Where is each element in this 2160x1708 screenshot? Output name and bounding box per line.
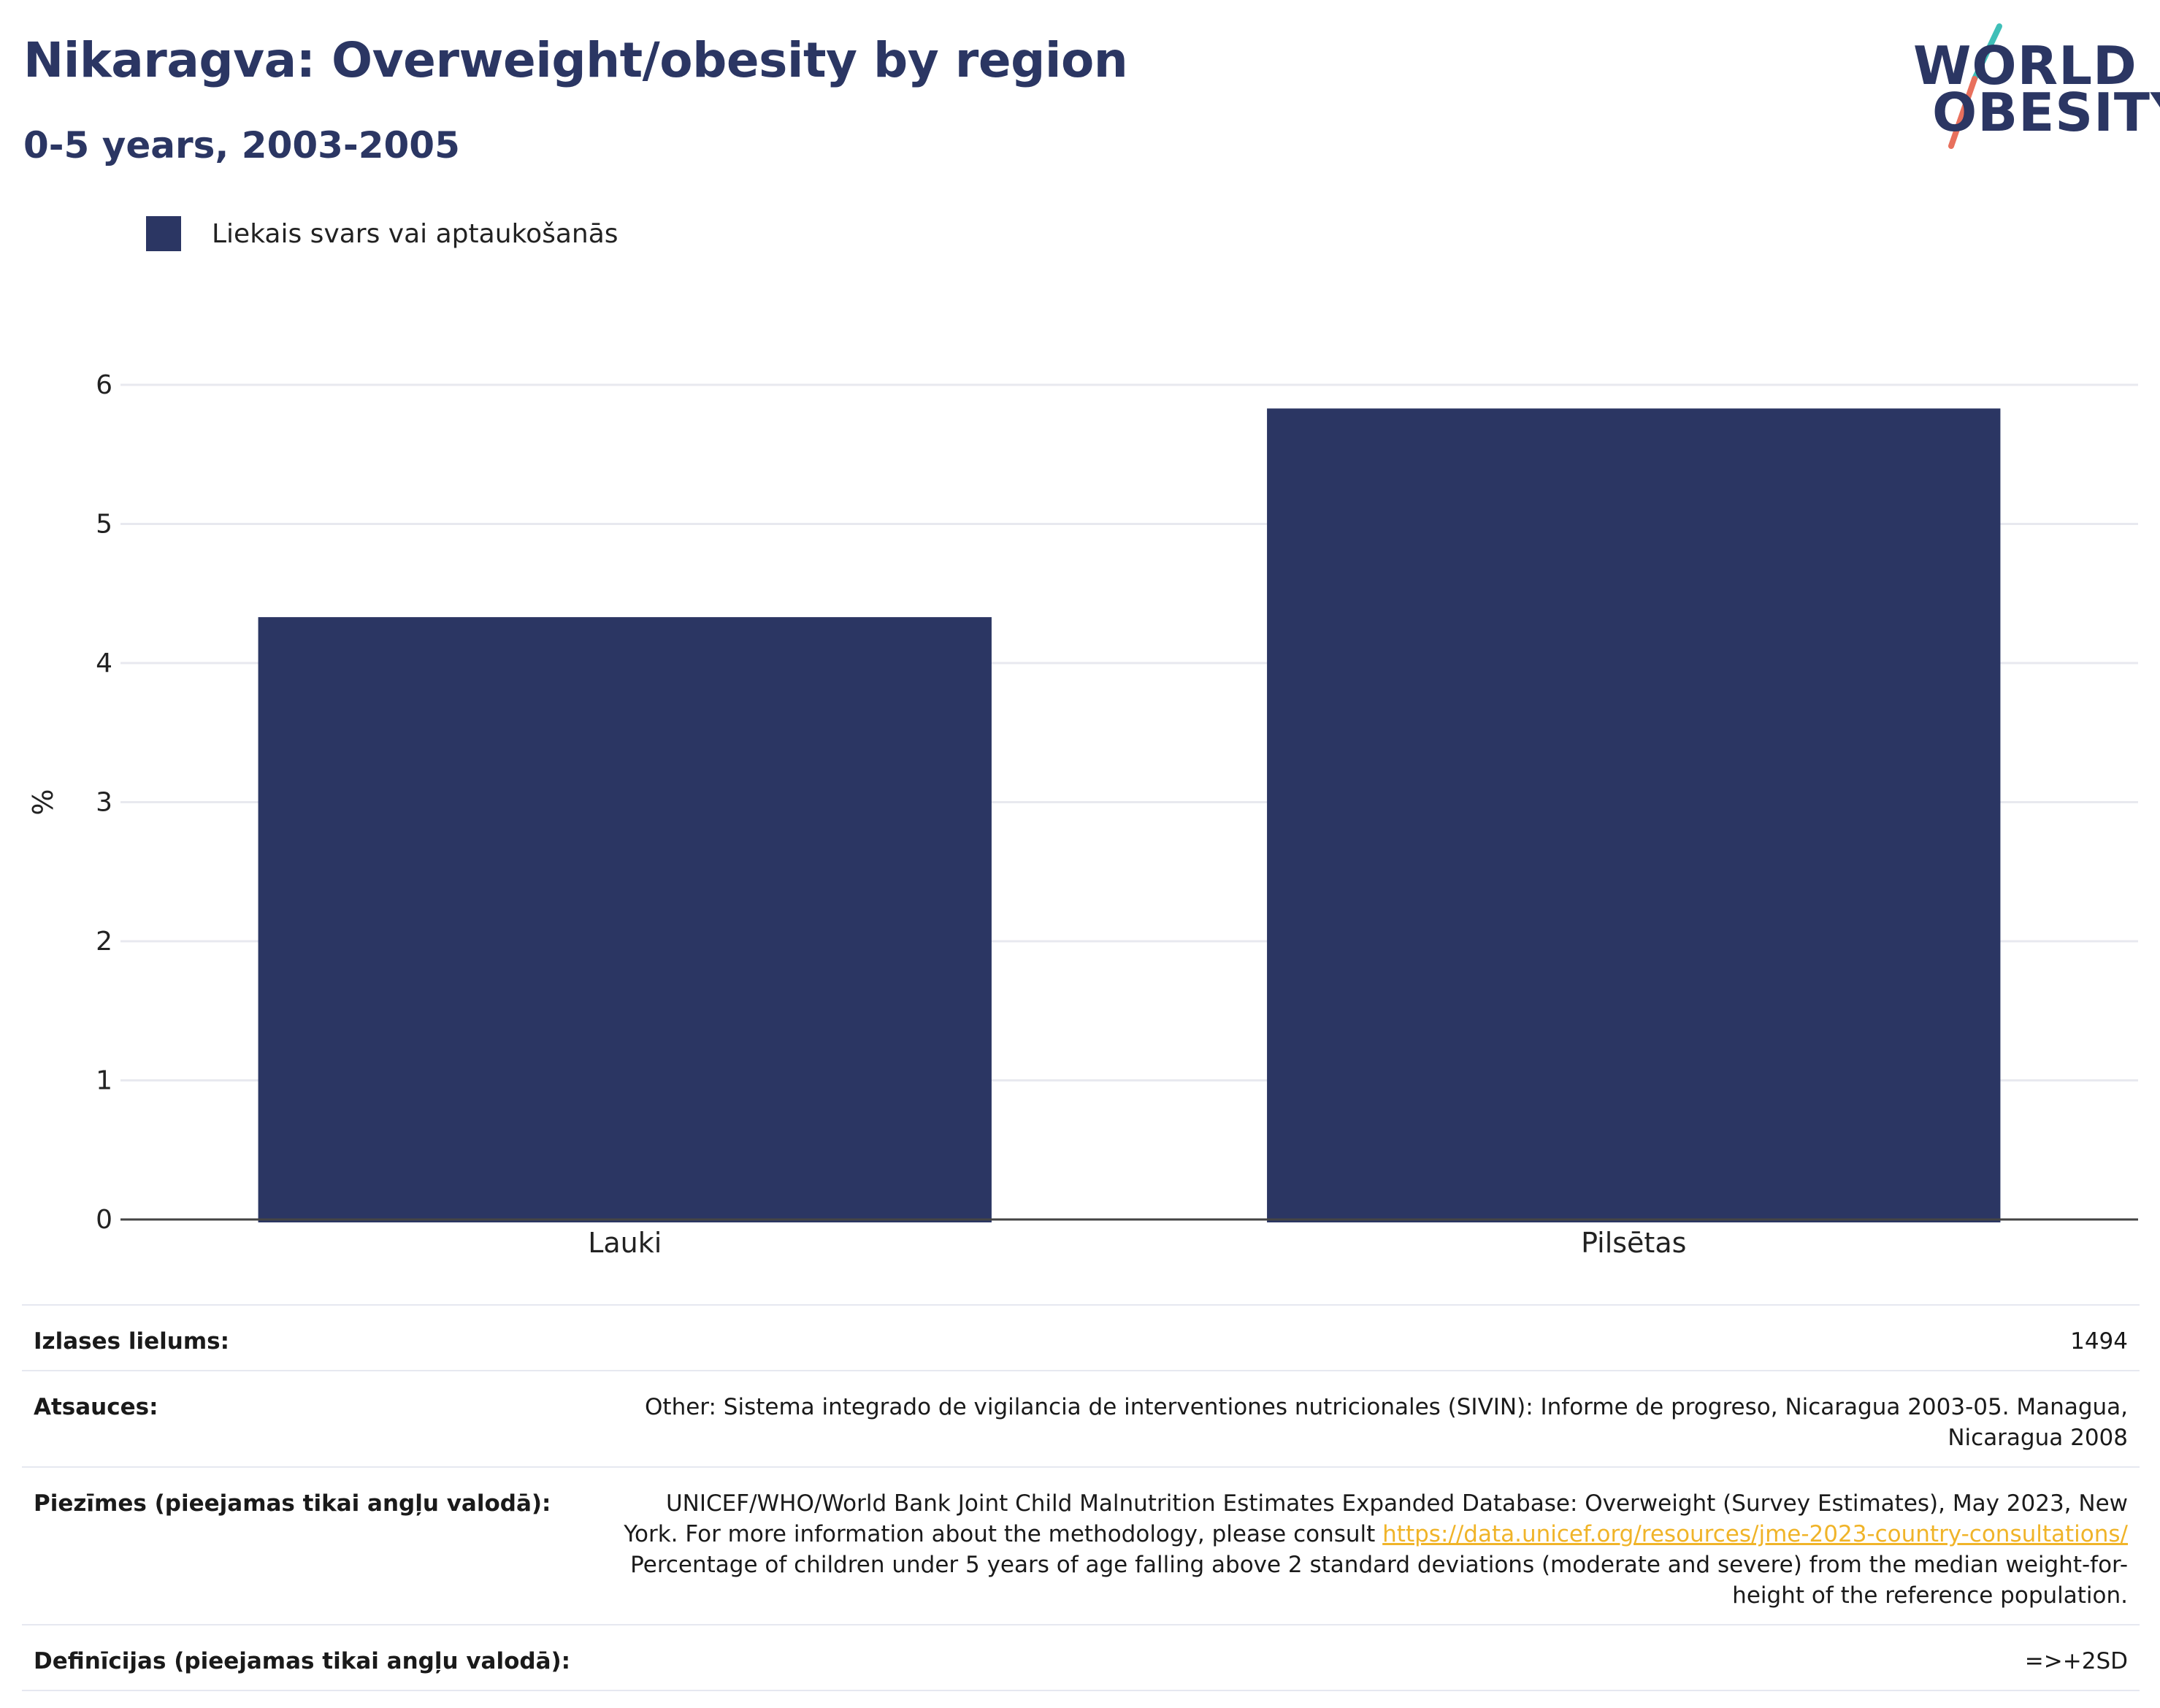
y-tick-label: 2 [96,927,112,957]
y-tick-label: 0 [96,1205,112,1235]
chart-title: Nikaragva: Overweight/obesity by region [23,32,1128,88]
bar-chart: 0 1 2 3 4 5 6 Lauki Pilsētas% [27,370,2138,1259]
sample-size-label: Izlases lielums: [34,1328,229,1355]
legend-label: Liekais svars vai aptaukošanās [212,218,618,249]
logo-text-world: WORLD [1913,35,2137,96]
logo-slash-icon [1948,23,2002,149]
bar [258,617,992,1222]
definitions-label: Definīcijas (pieejamas tikai angļu valod… [34,1648,571,1674]
world-obesity-logo: WORLD OBESITY [1899,20,2160,152]
x-tick-label: Pilsētas [1581,1227,1686,1259]
logo-text-obesity: OBESITY [1932,82,2160,143]
bar [1267,408,2001,1222]
notes-link[interactable]: https://data.unicef.org/resources/jme-20… [1382,1521,2128,1547]
footer-row-definitions: Definīcijas (pieejamas tikai angļu valod… [22,1624,2140,1691]
y-tick-label: 1 [96,1066,112,1096]
definitions-value: =>+2SD [2024,1648,2128,1674]
sample-size-value: 1494 [2070,1328,2128,1355]
notes-text-2: Percentage of children under 5 years of … [630,1552,2128,1609]
notes-label: Piezīmes (pieejamas tikai angļu valodā): [34,1490,551,1517]
y-tick-label: 4 [96,648,112,678]
y-tick-label: 5 [96,510,112,540]
metadata-table: Izlases lielums: 1494 Atsauces: Other: S… [22,1304,2140,1691]
y-tick-label: 6 [96,370,112,400]
chart-subtitle: 0-5 years, 2003-2005 [23,124,460,166]
x-tick-label: Lauki [588,1227,662,1259]
legend-swatch [146,216,181,251]
footer-row-references: Atsauces: Other: Sistema integrado de vi… [22,1370,2140,1466]
notes-value: UNICEF/WHO/World Bank Joint Child Malnut… [624,1488,2128,1611]
y-axis-title: % [27,789,59,815]
y-tick-label: 3 [96,788,112,818]
references-value: Other: Sistema integrado de vigilancia d… [645,1394,2128,1451]
footer-row-notes: Piezīmes (pieejamas tikai angļu valodā):… [22,1466,2140,1624]
chart-legend[interactable]: Liekais svars vai aptaukošanās [146,216,618,251]
references-label: Atsauces: [34,1394,158,1420]
footer-row-sample-size: Izlases lielums: 1494 [22,1304,2140,1370]
notes-text-1: UNICEF/WHO/World Bank Joint Child Malnut… [624,1490,2128,1547]
